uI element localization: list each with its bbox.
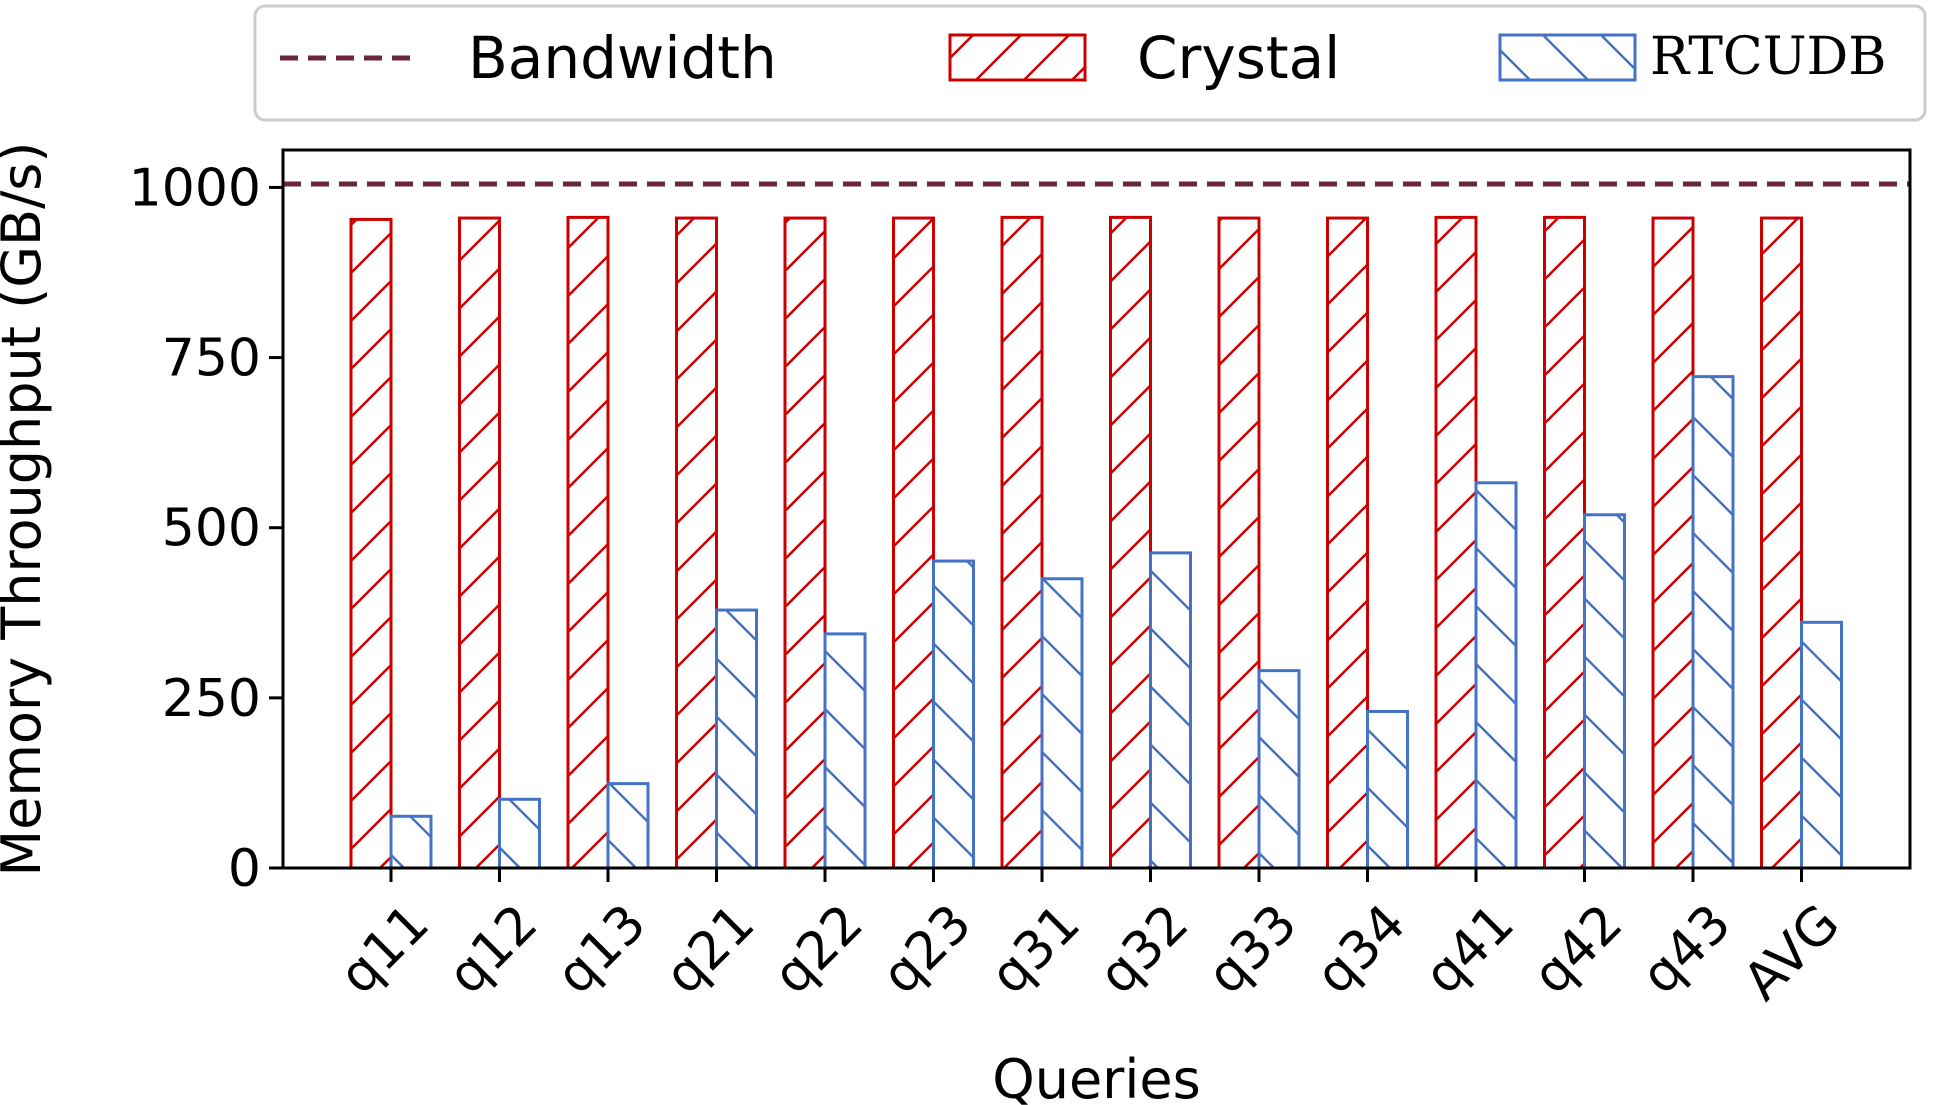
bar-crystal-q41: [1434, 215, 1478, 870]
x-tick-label-q23: q23: [871, 893, 984, 1006]
rtcudb-bars: [389, 375, 1843, 870]
bar-crystal-q32: [1109, 215, 1152, 870]
y-axis: 0 250 500 750 1000: [129, 158, 283, 899]
bar-crystal-q13: [566, 215, 610, 870]
x-tick-label-q41: q41: [1413, 893, 1526, 1006]
bar-rtcudb-q42: [1583, 513, 1626, 870]
bar-rtcudb-q13: [606, 782, 650, 870]
x-tick-label-q12: q12: [437, 893, 550, 1006]
x-tick-label-q43: q43: [1630, 893, 1743, 1006]
legend-rtcudb-label: RTCUDB: [1650, 27, 1886, 87]
bar-crystal-q34: [1326, 216, 1369, 870]
y-tick-label: 1000: [129, 158, 261, 218]
bar-rtcudb-q11: [389, 814, 433, 870]
legend-crystal-swatch: [948, 33, 1087, 82]
bar-crystal-q22: [783, 216, 827, 870]
x-axis: q11q12q13q21q22q23q31q32q33q34q41q42q43A…: [328, 868, 1851, 1012]
bar-rtcudb-q41: [1474, 481, 1518, 870]
bar-rtcudb-q32: [1149, 551, 1192, 870]
bar-rtcudb-q22: [823, 632, 867, 870]
x-tick-label-q34: q34: [1305, 893, 1418, 1006]
x-tick-label-q21: q21: [654, 893, 767, 1006]
y-axis-label: Memory Throughput (GB/s): [0, 142, 53, 877]
bar-crystal-q11: [349, 217, 393, 870]
bar-rtcudb-q12: [498, 797, 541, 870]
x-tick-label-q42: q42: [1522, 893, 1635, 1006]
bar-crystal-avg: [1760, 216, 1803, 870]
bar-rtcudb-q43: [1691, 375, 1735, 870]
x-tick-label-avg: AVG: [1732, 893, 1851, 1012]
plot-area-frame: [281, 148, 1912, 870]
y-tick-label: 250: [162, 669, 261, 729]
x-axis-label: Queries: [992, 1048, 1201, 1105]
crystal-bars: [349, 215, 1803, 870]
legend-rtcudb-swatch: [1498, 33, 1637, 82]
bar-crystal-q43: [1651, 216, 1695, 870]
bar-rtcudb-q31: [1040, 577, 1084, 870]
legend: Bandwidth Crystal RTCUDB: [253, 4, 1927, 122]
y-tick-label: 750: [162, 329, 261, 389]
legend-crystal-label: Crystal: [1137, 24, 1340, 92]
bar-crystal-q33: [1217, 216, 1261, 870]
x-tick-label-q22: q22: [762, 893, 875, 1006]
x-tick-label-q32: q32: [1088, 893, 1201, 1006]
bar-rtcudb-avg: [1800, 620, 1843, 870]
bar-rtcudb-q33: [1257, 669, 1301, 870]
bar-crystal-q23: [892, 216, 935, 870]
bar-crystal-q12: [458, 216, 501, 870]
x-tick-label-q31: q31: [979, 893, 1092, 1006]
x-tick-label-q11: q11: [328, 893, 441, 1006]
bar-rtcudb-q34: [1366, 709, 1409, 870]
bar-crystal-q31: [1000, 215, 1044, 870]
y-tick-label: 500: [162, 499, 261, 559]
x-tick-label-q13: q13: [545, 893, 658, 1006]
x-tick-label-q33: q33: [1196, 893, 1309, 1006]
y-tick-label: 0: [228, 839, 261, 899]
bar-rtcudb-q21: [715, 608, 758, 870]
bar-rtcudb-q23: [932, 559, 975, 870]
legend-bandwidth-label: Bandwidth: [468, 24, 777, 92]
bar-crystal-q21: [675, 216, 718, 870]
bar-crystal-q42: [1543, 215, 1586, 870]
